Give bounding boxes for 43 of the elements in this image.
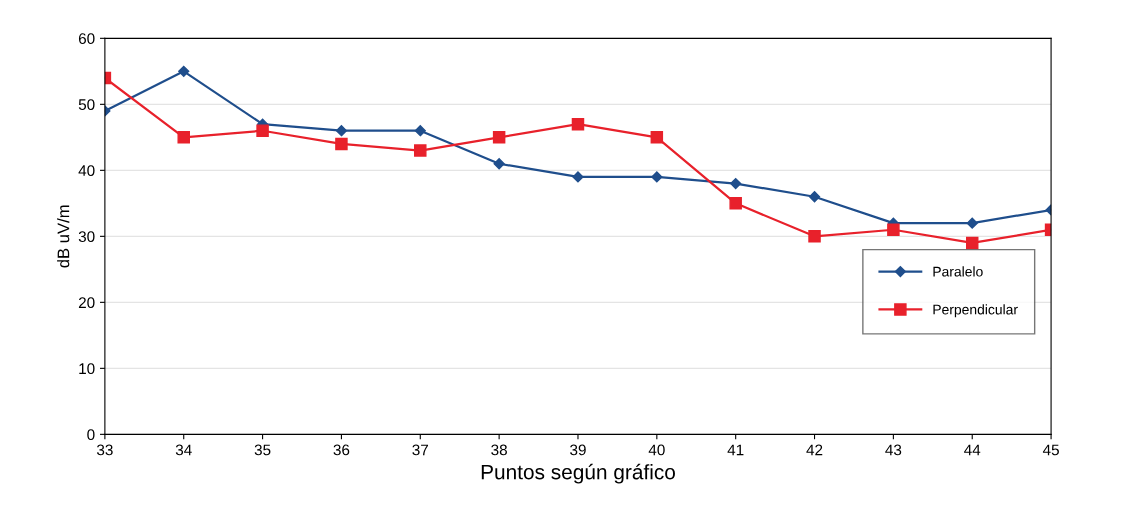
x-tick-label: 39 xyxy=(570,444,586,456)
point xyxy=(966,217,978,229)
y-axis-title: dB uV/m xyxy=(57,205,70,268)
x-tick-label: 36 xyxy=(333,444,350,456)
point xyxy=(414,125,426,137)
point xyxy=(651,171,663,183)
x-tick-label: 34 xyxy=(175,444,192,456)
point xyxy=(178,65,190,77)
x-tick-label: 37 xyxy=(412,444,429,456)
point xyxy=(808,230,821,243)
x-tick-label: 44 xyxy=(964,444,981,456)
x-tick-label: 38 xyxy=(491,444,507,456)
point xyxy=(808,191,821,203)
x-tick-label: 40 xyxy=(648,444,665,456)
point xyxy=(177,131,190,144)
point xyxy=(887,223,900,236)
x-tick-label: 41 xyxy=(727,444,744,456)
point xyxy=(335,125,348,137)
y-tick-label: 30 xyxy=(78,231,95,243)
x-tick-label: 45 xyxy=(1042,444,1059,456)
legend-label: Paralelo xyxy=(933,266,983,277)
x-tick-label: 42 xyxy=(806,444,823,456)
point xyxy=(571,117,585,131)
point xyxy=(965,236,979,250)
point xyxy=(256,124,269,137)
point xyxy=(335,137,348,151)
point xyxy=(493,158,505,170)
x-axis-title: Puntos según gráfico xyxy=(481,463,675,484)
y-tick-label: 60 xyxy=(78,33,95,45)
point xyxy=(414,144,427,157)
point xyxy=(492,131,506,144)
y-tick-label: 20 xyxy=(78,297,95,309)
point xyxy=(730,177,742,190)
x-tick-label: 35 xyxy=(254,444,271,456)
point xyxy=(650,131,664,144)
y-tick-label: 40 xyxy=(78,165,95,177)
y-tick-label: 0 xyxy=(87,429,95,441)
x-tick-label: 33 xyxy=(96,444,113,456)
x-tick-label: 43 xyxy=(885,444,902,456)
point xyxy=(729,197,742,210)
y-tick-label: 50 xyxy=(78,99,95,111)
legend-label: Perpendicular xyxy=(933,304,1018,318)
y-tick-label: 10 xyxy=(79,363,95,375)
